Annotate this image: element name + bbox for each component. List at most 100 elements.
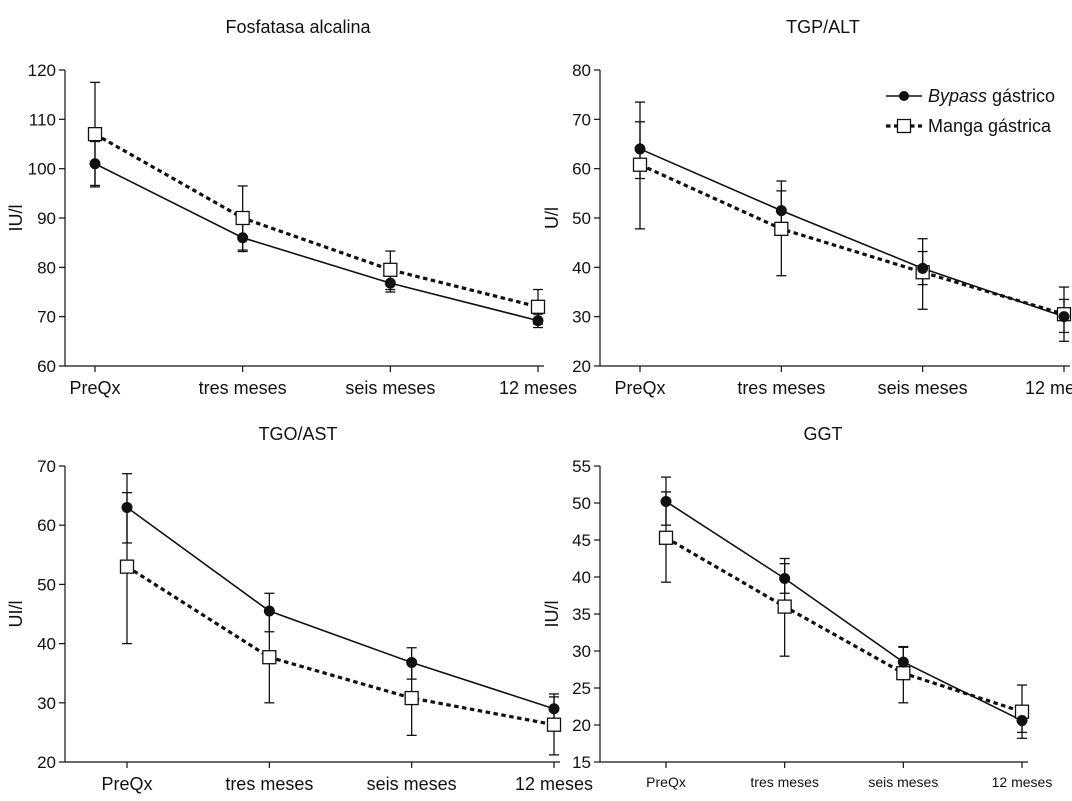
data-point-bypass: [917, 262, 929, 274]
data-point-manga: [262, 650, 277, 665]
x-tick-label: seis meses: [868, 774, 938, 790]
data-point-bypass: [121, 501, 133, 513]
chart-panel-3: TGO/AST UI/l 20 30 40 50 60 70 PreQx tres meses se…: [6, 424, 593, 794]
data-point-manga: [774, 221, 789, 237]
y-tick-label: 70: [37, 308, 56, 327]
x-tick-label: 12 meses: [499, 378, 577, 398]
y-tick-label: 100: [28, 160, 56, 179]
series-line-bypass: [126, 506, 555, 710]
y-tick-label: 30: [37, 694, 56, 713]
y-tick-label: 50: [572, 209, 591, 228]
data-point-manga: [896, 666, 911, 681]
legend-label-bypass: Bypass gástrico: [928, 86, 1055, 106]
y-tick-label: 35: [572, 605, 591, 624]
data-point-bypass: [1058, 311, 1070, 323]
y-axis-label: IU/l: [542, 601, 562, 628]
x-tick-label: tres meses: [199, 378, 287, 398]
y-axis-label: U/l: [542, 207, 562, 229]
y-tick-label: 30: [572, 642, 591, 661]
data-point-manga: [546, 717, 562, 732]
x-tick-label: 12 meses: [515, 774, 593, 794]
legend-marker-bypass: [899, 91, 909, 101]
series-line-manga: [94, 132, 539, 309]
data-point-bypass: [897, 656, 909, 668]
series-line-bypass: [94, 163, 539, 322]
x-tick-label: PreQx: [69, 378, 120, 398]
x-tick-label: seis meses: [367, 774, 457, 794]
y-tick-label: 25: [572, 679, 591, 698]
y-tick-label: 20: [572, 716, 591, 735]
data-point-bypass: [406, 657, 418, 669]
y-tick-label: 20: [37, 753, 56, 772]
x-tick-label: PreQx: [101, 774, 152, 794]
y-tick-label: 60: [37, 516, 56, 535]
y-tick-label: 70: [37, 457, 56, 476]
data-point-manga: [632, 157, 648, 172]
x-tick-label: 12 meses: [1025, 378, 1072, 398]
legend-label-bypass-emph: Bypass: [928, 86, 987, 106]
y-tick-label: 50: [572, 494, 591, 513]
series-line-manga: [126, 565, 555, 727]
data-point-bypass: [89, 158, 101, 170]
data-point-bypass: [532, 315, 544, 327]
legend-label-manga: Manga gástrica: [928, 116, 1052, 136]
y-tick-label: 45: [572, 531, 591, 550]
data-point-bypass: [548, 703, 560, 715]
x-tick-label: tres meses: [750, 774, 818, 790]
data-point-manga: [119, 559, 135, 574]
data-point-bypass: [660, 496, 672, 508]
data-point-bypass: [237, 232, 249, 244]
y-tick-label: 70: [572, 110, 591, 129]
series-line-bypass: [665, 500, 1023, 722]
y-tick-label: 60: [572, 160, 591, 179]
x-tick-label: PreQx: [614, 378, 665, 398]
legend: Bypass gástrico Manga gástrica: [886, 86, 1055, 136]
x-tick-label: seis meses: [878, 378, 968, 398]
data-point-manga: [658, 530, 674, 545]
y-tick-label: 120: [28, 61, 56, 80]
x-tick-label: 12 meses: [992, 774, 1053, 790]
y-tick-label: 90: [37, 209, 56, 228]
data-point-bypass: [1016, 715, 1028, 727]
data-point-bypass: [634, 143, 646, 155]
x-tick-label: PreQx: [646, 774, 686, 790]
chart-panel-4: GGT IU/l 15 20 25 30 35 40 45 50 55 PreQx tres meses…: [542, 424, 1052, 790]
y-axis-label: IU/l: [6, 205, 26, 232]
legend-marker-manga: [896, 118, 912, 134]
data-point-manga: [530, 299, 546, 314]
y-tick-label: 20: [572, 357, 591, 376]
data-point-manga: [235, 210, 250, 226]
data-point-bypass: [263, 605, 275, 617]
data-point-manga: [383, 262, 398, 277]
chart-panel-2: TGP/ALT U/l 20 30 40 50 60 70 80 PreQx tres meses s…: [542, 17, 1072, 398]
y-axis-label: UI/l: [6, 601, 26, 628]
y-tick-label: 60: [37, 357, 56, 376]
chart-title: Fosfatasa alcalina: [225, 17, 371, 37]
y-tick-label: 30: [572, 308, 591, 327]
chart-panel-1: Fosfatasa alcalina IU/l 60 70 80 90 100 110 120 P…: [6, 17, 577, 398]
data-point-manga: [404, 690, 419, 706]
y-tick-label: 80: [572, 61, 591, 80]
x-tick-label: tres meses: [225, 774, 313, 794]
y-tick-label: 80: [37, 258, 56, 277]
x-tick-label: tres meses: [737, 378, 825, 398]
y-tick-label: 55: [572, 457, 591, 476]
chart-title: TGP/ALT: [786, 17, 860, 37]
y-tick-label: 110: [29, 110, 56, 129]
series-line-manga: [665, 536, 1023, 714]
y-tick-label: 40: [572, 258, 591, 277]
legend-label-bypass-rest: gástrico: [987, 86, 1055, 106]
y-tick-label: 40: [37, 635, 56, 654]
data-point-manga: [87, 126, 103, 142]
data-point-bypass: [775, 205, 787, 217]
data-point-bypass: [384, 277, 396, 289]
y-tick-label: 50: [37, 575, 56, 594]
chart-title: GGT: [804, 424, 843, 444]
y-tick-label: 40: [572, 568, 591, 587]
chart-title: TGO/AST: [258, 424, 337, 444]
x-tick-label: seis meses: [345, 378, 435, 398]
data-point-bypass: [779, 572, 791, 584]
data-point-manga: [777, 599, 792, 614]
